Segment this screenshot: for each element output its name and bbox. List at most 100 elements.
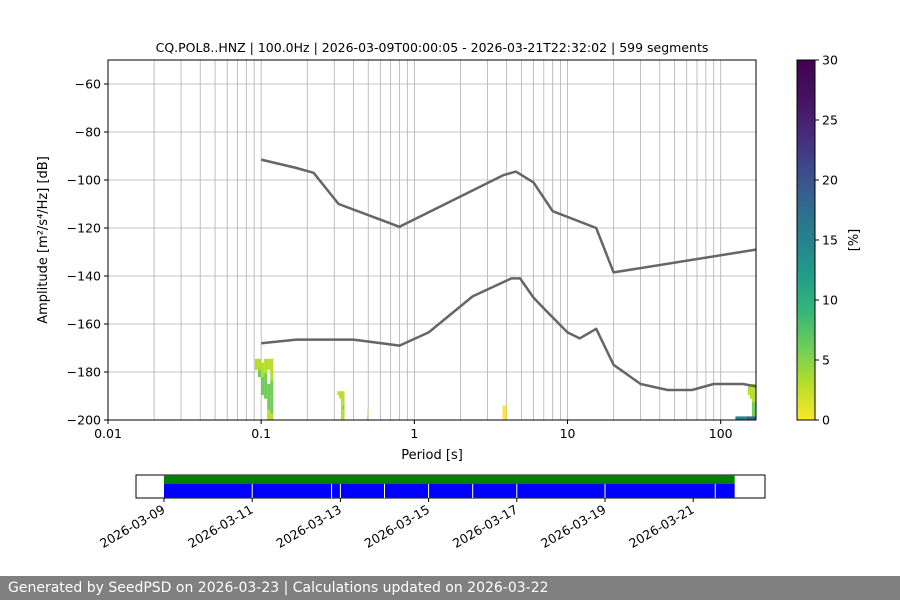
heatmap-cell — [340, 394, 343, 399]
footer-text: Generated by SeedPSD on 2026-03-23 | Cal… — [8, 580, 549, 596]
heatmap-cell — [267, 398, 271, 403]
heatmap-cell — [745, 416, 756, 420]
heatmap-cell — [751, 402, 754, 406]
heatmap-cell — [257, 373, 262, 378]
heatmap-cell — [267, 409, 271, 414]
heatmap-cell — [342, 405, 345, 410]
plot-frame — [107, 59, 757, 421]
colorbar-tick-label: 20 — [822, 173, 838, 188]
x-tick-label: 100 — [709, 426, 733, 441]
heatmap-cell — [504, 416, 507, 420]
heatmap-cell — [342, 416, 345, 420]
colorbar: 0 5 10 15 20 25 30 [%] — [796, 53, 862, 428]
y-tick-label: −200 — [67, 413, 101, 428]
x-tick-label: 10 — [560, 426, 576, 441]
heatmap-cell — [502, 409, 505, 414]
heatmap-cell — [267, 362, 271, 367]
heatmap-cell — [753, 394, 756, 399]
colorbar-tick-label: 5 — [822, 353, 830, 368]
availability-marks: 2026-03-09 2026-03-11 2026-03-13 2026-03-15… — [97, 475, 735, 551]
chart-title: CQ.POL8..HNZ | 100.0Hz | 2026-03-09T00:0… — [156, 40, 709, 55]
colorbar-scale — [796, 59, 816, 421]
heatmap-cell — [254, 358, 258, 363]
heatmap-cell — [267, 384, 271, 388]
availability-processed-bar — [164, 475, 735, 484]
heatmap-cell — [264, 369, 268, 374]
heatmap-cell — [337, 391, 340, 396]
heatmap-cell — [264, 380, 268, 385]
heatmap-cell — [257, 358, 262, 363]
date-tick-label: 2026-03-21 — [626, 502, 696, 551]
heatmap-cell — [270, 376, 274, 381]
y-axis-label: Amplitude [m²/s⁴/Hz] [dB] — [36, 156, 51, 324]
colorbar-tick-label: 0 — [822, 413, 830, 428]
heatmap-cell — [751, 394, 754, 399]
heatmap-cell — [753, 391, 756, 396]
colorbar-ticks: 0 5 10 15 20 25 30 — [815, 53, 838, 428]
heatmap-cell — [264, 394, 268, 399]
heatmap-cell — [254, 362, 258, 367]
heatmap-cell — [340, 402, 343, 406]
heatmap-cell — [261, 373, 265, 378]
heatmap-cell — [264, 362, 268, 367]
heatmap-cell — [340, 416, 343, 420]
heatmap-cell — [753, 412, 756, 417]
heatmap-cell — [264, 358, 268, 363]
heatmap-cell — [254, 366, 258, 370]
heatmap-cell — [502, 412, 505, 417]
heatmap-cell — [367, 409, 369, 414]
colorbar-tick-label: 10 — [822, 293, 838, 308]
colorbar-tick-label: 30 — [822, 53, 838, 68]
heatmap-cell — [267, 416, 271, 420]
x-tick-label: 0.01 — [94, 426, 122, 441]
heatmap-cell — [267, 405, 271, 410]
heatmap-cell — [367, 416, 369, 420]
heatmap-cell — [502, 416, 505, 420]
footer: Generated by SeedPSD on 2026-03-23 | Cal… — [0, 576, 900, 600]
heatmap-cell — [270, 369, 274, 374]
heatmap-cell — [264, 384, 268, 388]
x-tick-label: 0.1 — [251, 426, 271, 441]
y-tick-label: −60 — [75, 77, 101, 92]
heatmap-cell — [257, 369, 262, 374]
heatmap-cell — [261, 391, 265, 396]
heatmap-cell — [270, 402, 274, 406]
heatmap-cell — [270, 409, 274, 414]
heatmap-cell — [270, 412, 274, 417]
heatmap-cell — [502, 405, 505, 410]
heatmap-cell — [270, 358, 274, 363]
date-tick-label: 2026-03-11 — [185, 502, 255, 551]
heatmap-cell — [270, 387, 274, 392]
colorbar-tick-label: 15 — [822, 233, 838, 248]
plot-background — [108, 60, 756, 420]
heatmap-cell — [270, 394, 274, 399]
heatmap-cell — [261, 369, 265, 374]
plot-area: 0.01 0.1 1 10 100 −60 −80 −100 −120 −140 −160 −180… — [67, 59, 757, 441]
x-axis: 0.01 0.1 1 10 100 — [94, 420, 733, 441]
y-tick-label: −120 — [67, 221, 101, 236]
availability-data-bar — [164, 484, 735, 498]
heatmap-cell — [751, 409, 754, 414]
heatmap-cell — [753, 402, 756, 406]
y-tick-label: −140 — [67, 269, 101, 284]
heatmap-cell — [342, 391, 345, 396]
heatmap-cell — [270, 398, 274, 403]
heatmap-cell — [267, 387, 271, 392]
heatmap-cell — [749, 394, 752, 399]
reference-curves — [260, 158, 756, 392]
y-tick-label: −180 — [67, 365, 101, 380]
heatmap-cell — [504, 405, 507, 410]
date-tick-label: 2026-03-15 — [362, 502, 432, 551]
heatmap-cell — [367, 412, 368, 417]
date-tick-label: 2026-03-09 — [97, 502, 167, 551]
heatmap-cell — [751, 387, 754, 392]
y-axis: −60 −80 −100 −120 −140 −160 −180 −200 — [67, 77, 108, 428]
heatmap-cell — [753, 387, 756, 392]
heatmap-cell — [342, 398, 345, 403]
heatmap-cell — [747, 387, 750, 392]
heatmap-cell — [504, 412, 507, 417]
heatmap-cell — [342, 402, 345, 406]
heatmap-cell — [264, 376, 268, 381]
heatmap-cell — [257, 366, 262, 370]
colorbar-label: [%] — [847, 229, 862, 252]
